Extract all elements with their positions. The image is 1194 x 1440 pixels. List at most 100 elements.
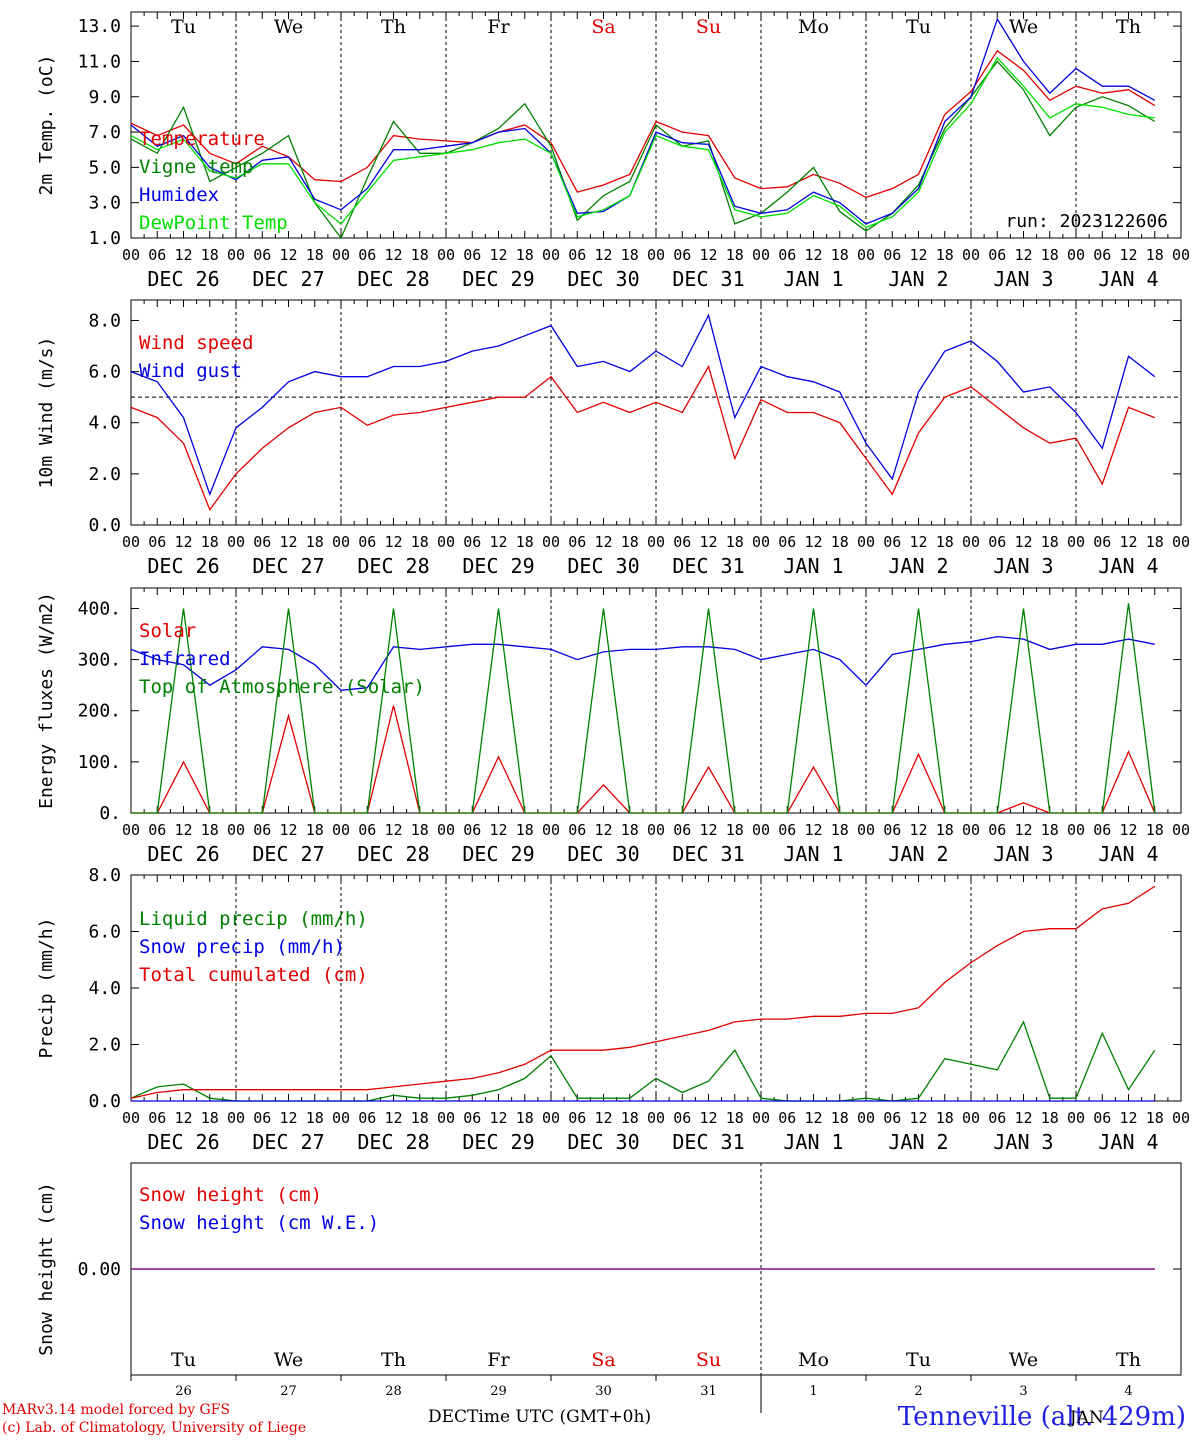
hour-label: 18 <box>306 1109 324 1127</box>
legend-entry: Infrared <box>139 648 231 670</box>
date-label: JAN 3 <box>993 554 1053 578</box>
weekday-label: Th <box>381 16 406 38</box>
hour-label: 18 <box>726 821 744 839</box>
weekday-label: Tu <box>906 1349 931 1371</box>
hour-label: 12 <box>1014 821 1032 839</box>
hour-label: 12 <box>489 533 507 551</box>
hour-label: 00 <box>962 533 980 551</box>
hour-label: 18 <box>411 533 429 551</box>
hour-label: 18 <box>831 1109 849 1127</box>
hour-label: 06 <box>1093 533 1111 551</box>
hour-label: 18 <box>621 1109 639 1127</box>
y-tick-label: 3.0 <box>88 193 121 214</box>
hour-label: 00 <box>1067 246 1085 264</box>
day-number-label: 3 <box>1019 1384 1027 1399</box>
hour-label: 00 <box>1067 821 1085 839</box>
y-tick-label: 13.0 <box>78 16 121 37</box>
hour-label: 06 <box>883 246 901 264</box>
hour-label: 12 <box>699 246 717 264</box>
hour-label: 06 <box>673 1109 691 1127</box>
hour-label: 00 <box>647 1109 665 1127</box>
date-label: JAN 4 <box>1098 554 1158 578</box>
panel-frame <box>130 299 1182 526</box>
date-label: DEC 26 <box>147 554 219 578</box>
hour-label: 12 <box>909 533 927 551</box>
day-number-label: 4 <box>1124 1384 1132 1399</box>
date-label: DEC 27 <box>252 554 324 578</box>
day-number-label: 28 <box>385 1384 402 1399</box>
date-label: JAN 4 <box>1098 267 1158 291</box>
y-tick-label: 0.0 <box>88 515 121 536</box>
hour-label: 12 <box>1119 821 1137 839</box>
hour-label: 06 <box>253 1109 271 1127</box>
hour-label: 06 <box>358 246 376 264</box>
hour-label: 18 <box>1041 533 1059 551</box>
hour-label: 18 <box>201 1109 219 1127</box>
hour-label: 18 <box>726 1109 744 1127</box>
weekday-label: Su <box>696 16 721 38</box>
hour-label: 06 <box>988 246 1006 264</box>
hour-label: 00 <box>1172 821 1190 839</box>
date-label: DEC 30 <box>567 1130 639 1154</box>
y-tick-label: 9.0 <box>88 87 121 108</box>
hour-label: 12 <box>489 821 507 839</box>
hour-label: 00 <box>332 246 350 264</box>
legend-entry: Liquid precip (mm/h) <box>139 908 368 930</box>
hour-label: 12 <box>279 821 297 839</box>
date-label: JAN 2 <box>888 1130 948 1154</box>
hour-label: 18 <box>621 533 639 551</box>
hour-label: 18 <box>1041 821 1059 839</box>
hour-label: 06 <box>1093 246 1111 264</box>
hour-label: 06 <box>358 533 376 551</box>
hour-label: 00 <box>437 821 455 839</box>
month-label-left: DEC <box>428 1407 468 1427</box>
series-dewpoint-temp <box>130 56 1155 229</box>
series-wind-speed <box>130 364 1156 512</box>
hour-label: 00 <box>857 246 875 264</box>
hour-label: 00 <box>752 1109 770 1127</box>
hour-label: 06 <box>778 533 796 551</box>
hour-label: 06 <box>148 533 166 551</box>
weekday-label: Mo <box>798 16 829 38</box>
hour-label: 12 <box>279 246 297 264</box>
y-tick-label: 200. <box>78 701 121 722</box>
hour-label: 00 <box>1067 1109 1085 1127</box>
date-label: JAN 3 <box>993 842 1053 866</box>
hour-label: 00 <box>332 1109 350 1127</box>
date-label: JAN 1 <box>783 842 843 866</box>
hour-label: 00 <box>122 1109 140 1127</box>
date-label: DEC 26 <box>147 1130 219 1154</box>
hour-label: 12 <box>174 533 192 551</box>
hour-label: 00 <box>962 1109 980 1127</box>
hour-label: 06 <box>883 821 901 839</box>
hour-label: 06 <box>148 246 166 264</box>
panel-5: Snow height (cm) <box>36 1162 1182 1413</box>
date-label: JAN 2 <box>888 554 948 578</box>
hour-label: 06 <box>568 821 586 839</box>
hour-label: 06 <box>883 533 901 551</box>
hour-label: 06 <box>253 533 271 551</box>
hour-label: 06 <box>148 821 166 839</box>
month-label-right: JAN <box>1069 1408 1104 1428</box>
hour-label: 18 <box>411 821 429 839</box>
hour-label: 06 <box>778 821 796 839</box>
date-label: DEC 28 <box>357 1130 429 1154</box>
model-credit: MARv3.14 model forced by GFS <box>2 1402 231 1418</box>
hour-label: 00 <box>1172 533 1190 551</box>
hour-label: 06 <box>358 1109 376 1127</box>
hour-label: 12 <box>909 246 927 264</box>
hour-label: 06 <box>568 246 586 264</box>
hour-label: 12 <box>594 246 612 264</box>
y-tick-label: 11.0 <box>78 51 121 72</box>
date-label: DEC 28 <box>357 267 429 291</box>
hour-label: 00 <box>962 246 980 264</box>
hour-label: 06 <box>463 821 481 839</box>
hour-label: 12 <box>174 821 192 839</box>
y-tick-label: 4.0 <box>88 413 121 434</box>
hour-label: 06 <box>778 1109 796 1127</box>
hour-label: 12 <box>174 1109 192 1127</box>
hour-label: 06 <box>673 821 691 839</box>
day-number-label: 1 <box>809 1384 817 1399</box>
hour-label: 12 <box>174 246 192 264</box>
hour-label: 18 <box>936 533 954 551</box>
